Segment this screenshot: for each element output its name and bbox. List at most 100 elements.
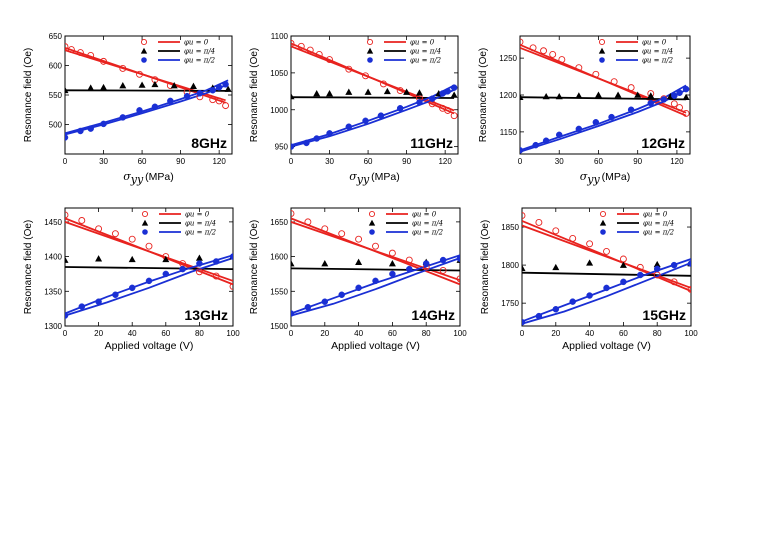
y-tick-label: 600 (49, 62, 63, 71)
data-point-phi0 (119, 64, 127, 72)
fit-line (291, 88, 455, 148)
data-point-phi45 (619, 261, 627, 268)
data-point-phi0 (215, 97, 223, 105)
y-tick-label: 1150 (500, 128, 518, 137)
data-point-phi45 (653, 260, 661, 268)
data-point-phi45 (87, 84, 95, 91)
legend-marker-phi0 (598, 38, 606, 46)
x-tick-label: 60 (594, 157, 603, 166)
data-point-phi45 (355, 258, 363, 265)
data-point-phi0 (78, 217, 86, 224)
data-point-phi90 (326, 130, 333, 137)
x-tick-label: 40 (585, 329, 594, 338)
x-tick-label: 30 (325, 157, 334, 166)
y-tick-label: 950 (275, 143, 289, 152)
fit-line (291, 267, 460, 272)
data-point-phi0 (355, 235, 363, 243)
legend-entry: φu = 0 (599, 211, 668, 219)
x-axis-label: Applied voltage (V) (562, 340, 651, 352)
y-tick-label: 1550 (270, 287, 288, 296)
x-tick-label: 100 (684, 329, 698, 338)
data-point-phi90 (229, 253, 233, 260)
data-point-phi90 (179, 265, 186, 273)
x-tick-label: 30 (555, 157, 564, 166)
data-point-phi45 (291, 260, 295, 267)
fit-line (291, 257, 460, 317)
x-tick-label: 20 (320, 329, 329, 338)
data-point-phi0 (222, 102, 230, 110)
data-point-phi45 (450, 91, 458, 98)
data-point-phi90 (620, 278, 627, 286)
data-point-phi0 (128, 235, 136, 243)
data-point-phi90 (608, 113, 615, 121)
data-point-phi0 (87, 52, 95, 59)
data-point-phi90 (345, 123, 353, 130)
data-point-phi45 (522, 264, 526, 271)
x-tick-label: 120 (212, 157, 226, 166)
data-point-phi0 (610, 78, 618, 86)
data-point-phi0 (100, 57, 107, 65)
y-tick-label: 1450 (44, 218, 62, 227)
data-point-phi0 (439, 267, 447, 274)
data-point-phi90 (522, 318, 526, 326)
x-tick-label: 120 (438, 157, 452, 166)
legend-entry: φu = π/4 (141, 220, 216, 228)
data-point-phi45 (383, 87, 391, 95)
legend-marker-phi90 (369, 229, 375, 235)
data-point-phi90 (670, 261, 678, 269)
legend-marker-phi0 (140, 38, 148, 46)
fit-line (65, 221, 233, 282)
legend-label: φu = π/4 (184, 48, 215, 56)
data-point-phi0 (535, 219, 543, 226)
legend-label: φu = 0 (643, 211, 668, 219)
data-point-phi0 (67, 46, 75, 54)
legend-label: φu = 0 (410, 39, 435, 47)
data-point-phi90 (416, 99, 423, 106)
legend-marker-phi90 (599, 57, 605, 63)
data-point-phi45 (313, 90, 321, 97)
x-tick-label: 20 (94, 329, 103, 338)
legend-label: φu = π/4 (412, 220, 443, 228)
data-point-phi90 (439, 256, 447, 264)
data-point-phi45 (555, 92, 563, 100)
data-point-phi0 (687, 286, 691, 293)
y-axis-label: Resonance field (Oe) (23, 48, 34, 143)
plot-frame (290, 207, 461, 327)
data-point-phi90 (183, 92, 191, 100)
frequency-label: 11GHz (410, 135, 453, 151)
legend-marker-phi0 (141, 210, 149, 218)
data-point-phi45 (138, 81, 146, 88)
legend-label: φu = 0 (185, 211, 210, 219)
legend-entry: φu = 0 (598, 38, 667, 47)
data-point-phi90 (65, 312, 69, 319)
data-point-phi45 (291, 92, 295, 100)
data-point-phi0 (670, 100, 678, 108)
legend-label: φu = π/4 (185, 220, 216, 228)
data-point-phi0 (212, 272, 220, 280)
x-tick-label: 20 (551, 329, 560, 338)
data-point-phi0 (682, 109, 690, 117)
fit-line (522, 261, 691, 325)
x-axis-label: σyy (MPa) (123, 170, 174, 186)
legend-label: φu = π/4 (643, 220, 674, 228)
data-point-phi90 (422, 260, 430, 267)
y-tick-label: 1050 (270, 69, 288, 78)
y-tick-label: 650 (49, 32, 63, 41)
data-point-phi0 (558, 56, 566, 64)
legend-label: φu = 0 (412, 211, 437, 219)
data-point-phi90 (95, 298, 102, 305)
data-point-phi0 (627, 84, 635, 92)
x-tick-label: 80 (195, 329, 204, 338)
data-point-phi90 (355, 284, 362, 292)
data-point-phi45 (100, 83, 108, 91)
data-point-phi90 (151, 103, 159, 111)
data-point-phi0 (372, 242, 379, 250)
data-point-phi90 (321, 298, 329, 305)
data-point-phi0 (522, 212, 526, 220)
data-point-phi90 (552, 306, 560, 313)
data-point-phi90 (682, 85, 690, 93)
data-point-phi90 (167, 97, 174, 105)
chart-panel-11GHz: 0 30 60 90 120 950 1000 1050 1100 Resonance field… (249, 32, 459, 186)
y-tick-label: 1750 (501, 299, 519, 308)
